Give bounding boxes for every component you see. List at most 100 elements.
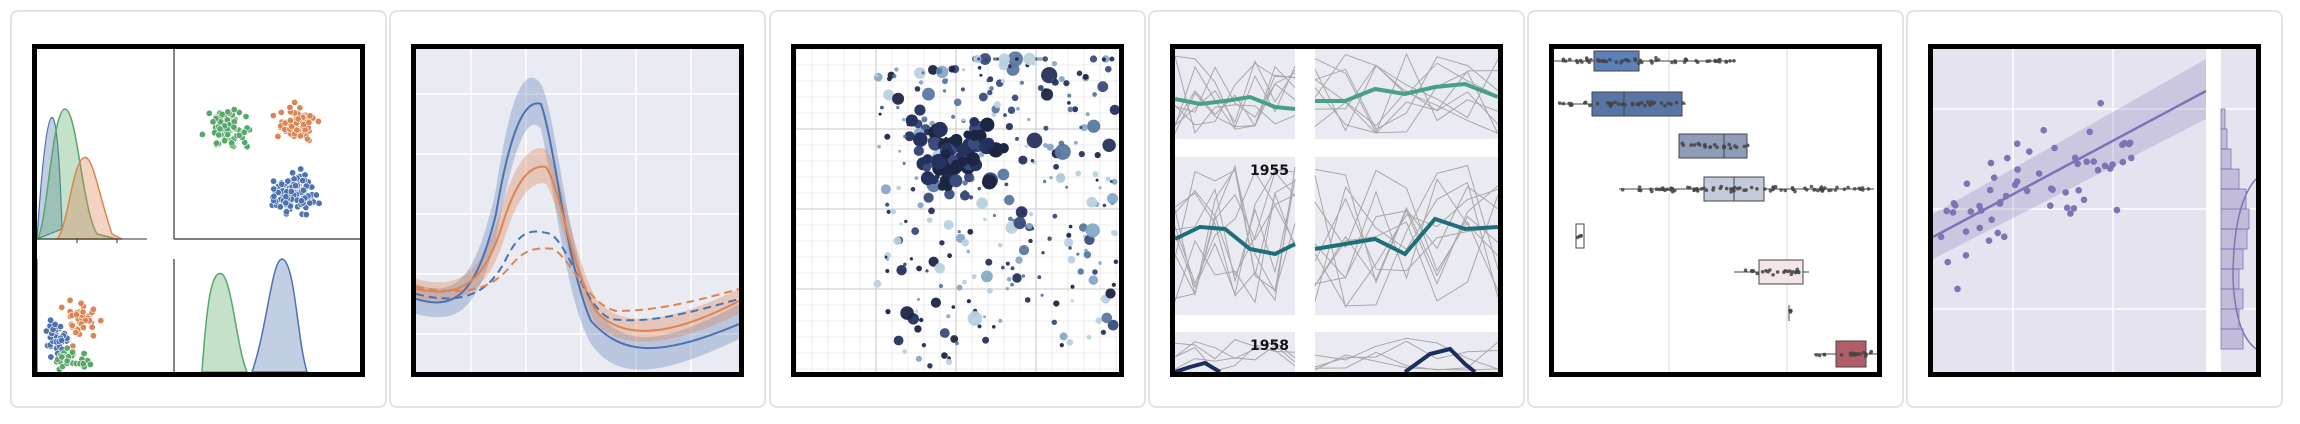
gallery-card-pairgrid[interactable] bbox=[10, 10, 387, 408]
point bbox=[969, 117, 979, 127]
point bbox=[983, 315, 986, 319]
point bbox=[47, 353, 55, 361]
point bbox=[1809, 184, 1814, 189]
gallery-card-bubbles[interactable] bbox=[769, 10, 1146, 408]
point bbox=[1814, 353, 1819, 357]
point bbox=[977, 57, 981, 61]
point bbox=[1085, 223, 1100, 238]
point bbox=[88, 323, 96, 331]
point bbox=[1041, 251, 1045, 255]
point bbox=[978, 92, 988, 102]
point bbox=[903, 262, 907, 267]
point bbox=[1657, 187, 1662, 192]
point bbox=[979, 53, 991, 65]
point bbox=[1623, 58, 1628, 62]
point bbox=[1003, 113, 1007, 117]
point bbox=[1015, 57, 1019, 61]
point bbox=[1962, 228, 1970, 235]
point bbox=[951, 305, 956, 309]
point bbox=[1733, 144, 1737, 148]
point bbox=[1076, 252, 1080, 256]
point bbox=[997, 243, 1003, 248]
point bbox=[1745, 143, 1750, 148]
point bbox=[1620, 59, 1624, 63]
point bbox=[1630, 103, 1635, 107]
point bbox=[884, 255, 888, 259]
point bbox=[1848, 351, 1853, 356]
point bbox=[1967, 208, 1975, 215]
point bbox=[1819, 186, 1823, 191]
thumbnail-bubbles[interactable] bbox=[791, 44, 1124, 377]
point bbox=[921, 71, 925, 75]
point bbox=[950, 335, 959, 343]
point bbox=[1640, 100, 1644, 105]
point bbox=[72, 328, 80, 336]
point bbox=[286, 116, 294, 124]
point bbox=[1086, 196, 1098, 208]
point bbox=[1028, 211, 1034, 217]
point bbox=[1857, 186, 1861, 191]
point bbox=[1578, 234, 1583, 238]
point bbox=[922, 154, 933, 165]
point bbox=[942, 89, 947, 93]
point bbox=[1648, 103, 1653, 107]
gallery-card-boxplots[interactable] bbox=[1527, 10, 1904, 408]
point bbox=[58, 353, 66, 361]
point bbox=[315, 199, 323, 207]
point bbox=[2101, 162, 2109, 170]
point bbox=[1080, 124, 1088, 132]
point bbox=[1596, 58, 1600, 62]
point bbox=[961, 239, 969, 247]
point bbox=[1788, 310, 1793, 314]
point bbox=[915, 355, 922, 362]
point bbox=[967, 228, 974, 235]
point bbox=[896, 265, 907, 276]
point bbox=[1063, 80, 1070, 87]
gallery-card-small-multiples[interactable]: 1955 1958 bbox=[1148, 10, 1525, 408]
point bbox=[902, 117, 906, 122]
point bbox=[1943, 207, 1950, 215]
point bbox=[1055, 173, 1066, 184]
point bbox=[1054, 143, 1071, 160]
point bbox=[1052, 213, 1058, 219]
point bbox=[1987, 159, 1995, 167]
point bbox=[1587, 60, 1592, 65]
point bbox=[914, 67, 926, 79]
point bbox=[991, 112, 997, 118]
thumbnail-errorband[interactable] bbox=[411, 44, 744, 377]
point bbox=[873, 72, 883, 82]
point bbox=[932, 121, 948, 138]
point bbox=[1766, 269, 1770, 274]
point bbox=[1654, 56, 1658, 60]
point bbox=[79, 308, 87, 316]
point bbox=[880, 105, 884, 110]
thumbnail-boxplots[interactable] bbox=[1549, 44, 1882, 377]
thumbnail-pairgrid[interactable] bbox=[32, 44, 365, 377]
point bbox=[1672, 188, 1677, 193]
point bbox=[1623, 103, 1627, 107]
point bbox=[2001, 233, 2008, 241]
thumbnail-regression[interactable] bbox=[1928, 44, 2261, 377]
point bbox=[1010, 266, 1015, 271]
point bbox=[925, 269, 929, 273]
thumbnail-small-multiples[interactable]: 1955 1958 bbox=[1170, 44, 1503, 377]
point bbox=[1043, 143, 1048, 148]
point bbox=[1688, 186, 1692, 190]
point bbox=[1018, 155, 1028, 165]
point bbox=[896, 105, 900, 110]
gallery-card-regression[interactable] bbox=[1906, 10, 2283, 408]
point bbox=[1692, 187, 1696, 191]
marginal-histogram bbox=[2220, 108, 2250, 350]
point bbox=[270, 177, 278, 185]
point bbox=[2075, 187, 2082, 194]
point bbox=[1027, 117, 1031, 122]
point bbox=[297, 165, 305, 173]
point bbox=[1962, 252, 1970, 259]
point bbox=[960, 87, 965, 92]
gallery-card-errorband[interactable] bbox=[389, 10, 766, 408]
point bbox=[1068, 224, 1073, 229]
point bbox=[957, 230, 961, 234]
point bbox=[917, 202, 924, 209]
point bbox=[1049, 175, 1053, 180]
point bbox=[213, 139, 221, 147]
